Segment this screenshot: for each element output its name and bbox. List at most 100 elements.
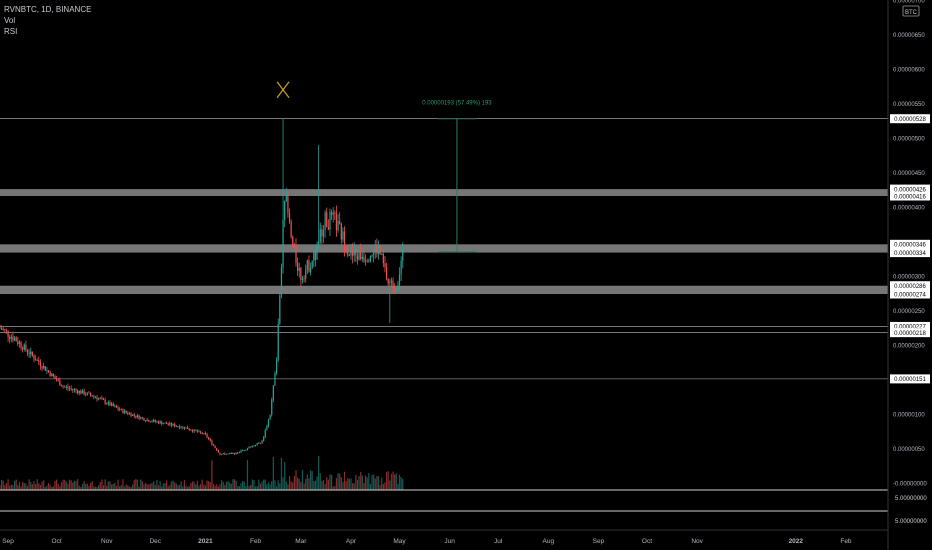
candle-body <box>26 349 29 353</box>
volume-bar <box>203 484 205 490</box>
volume-bar <box>182 486 184 490</box>
volume-bar <box>99 481 101 490</box>
volume-bar <box>5 483 8 490</box>
candle-body <box>204 433 207 434</box>
volume-bar <box>364 475 367 490</box>
volume-bar <box>93 486 95 490</box>
candle-body <box>329 212 331 230</box>
volume-bar <box>190 483 192 490</box>
candle-body <box>13 337 16 341</box>
measure-tool[interactable]: 0.00000193 (57.49%) 193 <box>422 101 492 253</box>
currency-badge[interactable]: BTC <box>902 5 920 17</box>
volume-bar <box>169 485 171 490</box>
volume-bar <box>277 480 279 490</box>
candle-body <box>339 220 341 224</box>
candle-body <box>127 412 129 414</box>
candle-body <box>219 452 221 455</box>
volume-bar <box>224 485 226 490</box>
volume-bar <box>356 480 359 490</box>
volume-bar <box>135 479 137 490</box>
candle-body <box>284 200 286 221</box>
candle-body <box>51 373 53 376</box>
volume-bar <box>242 481 244 490</box>
volume-bar <box>379 485 381 490</box>
volume-bar <box>101 479 103 490</box>
volume-bar <box>206 480 208 490</box>
volume-bar <box>28 479 30 490</box>
candle-body <box>106 403 108 405</box>
candle-body <box>117 407 119 410</box>
candle-body <box>154 420 156 422</box>
volume-bar <box>282 477 284 490</box>
volume-bar <box>39 484 42 490</box>
candle-body <box>119 409 121 411</box>
candle-body <box>332 212 334 215</box>
volume-bar <box>59 486 61 490</box>
currency-badge-text: BTC <box>905 10 918 16</box>
candle-body <box>193 429 195 432</box>
volume-bar <box>117 479 119 490</box>
rsi-indicator-label[interactable]: RSI <box>4 27 18 36</box>
zone-1-top-label-bg <box>890 239 930 249</box>
volume-bar <box>122 479 124 490</box>
volume-bar <box>279 483 281 490</box>
candle-body <box>356 255 359 260</box>
volume-bar <box>322 480 325 490</box>
time-tick-label: Jun <box>444 538 455 545</box>
volume-bar <box>180 481 182 490</box>
time-axis[interactable]: Sep Oct Nov Dec 2021 Feb Mar Apr May Jun Jul Aug Sep… <box>2 538 852 545</box>
volume-bars <box>0 456 404 490</box>
candle-body <box>256 443 258 445</box>
volume-bar <box>98 485 100 490</box>
volume-bar <box>70 480 72 490</box>
candle-body <box>98 398 100 400</box>
price-tick-label: 0.00000600 <box>893 67 925 73</box>
volume-bar <box>183 480 185 490</box>
candle-body <box>280 267 283 296</box>
volume-bar <box>385 472 388 490</box>
chart-legend: RVNBTC, 1D, BINANCE Vol RSI <box>4 4 91 37</box>
volume-bar <box>267 482 270 490</box>
volume-bar <box>151 482 153 490</box>
candle-body <box>178 426 181 428</box>
time-tick-label: Sep <box>2 538 14 545</box>
volume-bar <box>46 485 48 490</box>
candle-body <box>111 403 113 406</box>
volume-indicator-label[interactable]: Vol <box>4 16 16 25</box>
zone-0-top-label: 0.00000426 <box>894 187 926 193</box>
volume-bar <box>353 483 355 490</box>
candle-body <box>216 448 218 451</box>
candle-body <box>300 267 302 281</box>
candle-body <box>33 355 35 360</box>
candle-body <box>254 444 257 446</box>
symbol-title[interactable]: RVNBTC, 1D, BINANCE <box>4 5 92 14</box>
zone-0-bottom-label: 0.00000416 <box>894 194 926 200</box>
volume-bar <box>290 481 292 490</box>
volume-bar <box>72 482 74 490</box>
candle-body <box>330 212 333 215</box>
candle-body <box>295 246 297 264</box>
price-tick-label: 0.00000650 <box>893 33 925 39</box>
volume-bar <box>34 484 37 490</box>
volume-bar <box>199 484 202 490</box>
time-tick-label: Nov <box>101 538 113 545</box>
candle-body <box>22 348 24 350</box>
candle-body <box>298 267 300 271</box>
candle-body <box>15 337 17 342</box>
candle-body <box>25 344 27 350</box>
candle-body <box>322 229 325 237</box>
candle-body <box>172 424 174 426</box>
candle-body <box>162 423 164 425</box>
price-axis[interactable]: 0.00000650 0.00000600 0.00000550 0.00000500… <box>893 0 927 487</box>
candle-body <box>376 246 378 254</box>
zone-0-top-label-bg <box>890 184 930 194</box>
volume-bar <box>227 481 229 490</box>
volume-bar <box>136 479 139 490</box>
candle-body <box>93 396 95 398</box>
volume-bar <box>25 483 27 490</box>
candle-body <box>392 280 394 289</box>
volume-bar <box>243 481 245 490</box>
volume-bar <box>318 456 320 490</box>
volume-bar <box>185 485 187 490</box>
